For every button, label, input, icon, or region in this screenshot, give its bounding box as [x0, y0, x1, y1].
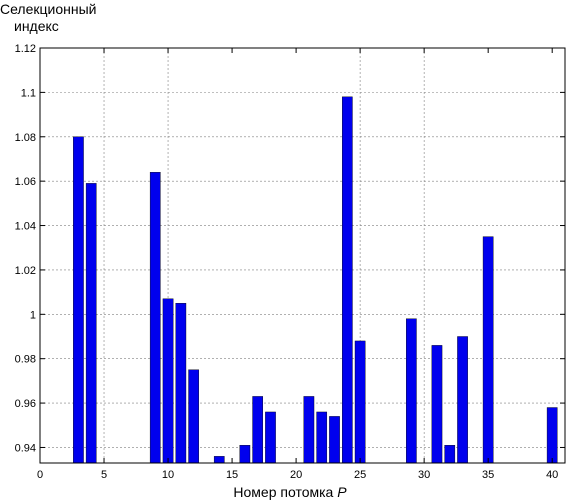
bar-18	[265, 411, 276, 464]
bar-11	[175, 303, 187, 464]
bar-16	[239, 445, 251, 464]
bar-35	[482, 236, 494, 464]
x-tick-label: 20	[290, 469, 302, 481]
x-axis-label-text: Номер потомка	[233, 484, 333, 500]
bar-31	[431, 345, 443, 464]
bar-3	[73, 136, 84, 464]
x-tick-label: 35	[482, 469, 494, 481]
y-axis-label-line-1: Селекционный	[0, 1, 96, 17]
bar-24	[341, 96, 353, 464]
bar-23	[329, 416, 340, 464]
y-tick-label: 1.02	[15, 265, 36, 277]
y-tick-label: 1	[30, 309, 36, 321]
y-tick-label: 1.08	[15, 132, 36, 144]
y-tick-label: 0.94	[15, 442, 36, 454]
bar-17	[252, 396, 264, 464]
x-tick-label: 40	[546, 469, 558, 481]
bar-25	[354, 340, 366, 464]
x-tick-label: 30	[418, 469, 430, 481]
y-tick-label: 1.04	[15, 221, 36, 233]
plot-frame	[39, 47, 566, 464]
y-tick-label: 1.12	[15, 43, 36, 55]
y-tick-label: 1.06	[15, 176, 36, 188]
bar-40	[546, 407, 558, 464]
bar-33	[457, 336, 468, 464]
bar-29	[406, 318, 417, 464]
x-tick-label: 0	[37, 469, 43, 481]
x-tick-label: 10	[162, 469, 174, 481]
bar-9	[149, 172, 161, 464]
x-axis-label: Номер потомка P	[233, 484, 347, 500]
bar-10	[162, 298, 174, 464]
x-axis-label-variable: P	[337, 484, 347, 500]
bar-21	[303, 396, 315, 464]
bar-14	[213, 456, 225, 464]
x-tick-label: 5	[101, 469, 107, 481]
plot-area: 0.94 0.96 0.98 1 1.02 1.04 1.06 1.08 1.1 1.12 0 5 10…	[15, 43, 566, 481]
bar-22	[316, 411, 328, 464]
x-tick-label: 25	[354, 469, 366, 481]
bar-32	[444, 445, 456, 464]
bar-4	[85, 183, 97, 464]
y-axis-label-line-2: индекс	[14, 18, 59, 34]
x-tick-label: 15	[226, 469, 238, 481]
bar-12	[188, 369, 199, 464]
y-tick-label: 1.1	[21, 87, 36, 99]
plot-background	[40, 48, 565, 463]
y-tick-label: 0.98	[15, 354, 36, 366]
y-tick-label: 0.96	[15, 398, 36, 410]
